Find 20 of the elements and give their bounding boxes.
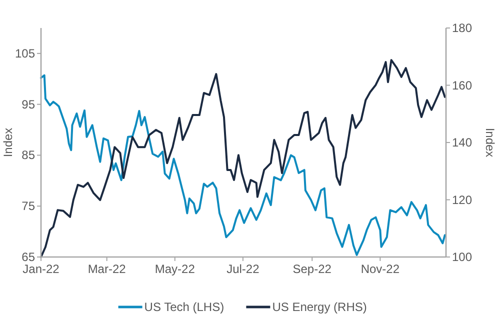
y-tick-label: 95 xyxy=(22,97,36,112)
y-tick-label: 105 xyxy=(14,46,36,60)
x-tick-label: Sep-22 xyxy=(292,262,332,276)
y2-tick-label: 140 xyxy=(452,136,472,150)
y-axis-title: Index xyxy=(1,128,15,158)
y2-tick-label: 160 xyxy=(452,78,472,92)
y2-tick-label: 120 xyxy=(452,192,472,207)
y2-tick-label: 180 xyxy=(452,21,472,35)
x-tick-label: Mar-22 xyxy=(88,262,126,276)
legend-label: US Tech (LHS) xyxy=(144,300,224,314)
y2-axis-title: Index xyxy=(483,128,495,158)
y2-tick-label: 100 xyxy=(452,250,472,264)
x-tick-label: May-22 xyxy=(154,262,196,276)
y-tick-label: 85 xyxy=(22,148,36,162)
x-tick-label: Nov-22 xyxy=(360,262,400,276)
x-tick-label: Jul-22 xyxy=(226,262,260,276)
y-tick-label: 75 xyxy=(22,199,36,214)
x-tick-label: Jan-22 xyxy=(22,262,60,276)
legend-label: US Energy (RHS) xyxy=(272,300,367,314)
y-tick-label: 65 xyxy=(22,250,36,264)
